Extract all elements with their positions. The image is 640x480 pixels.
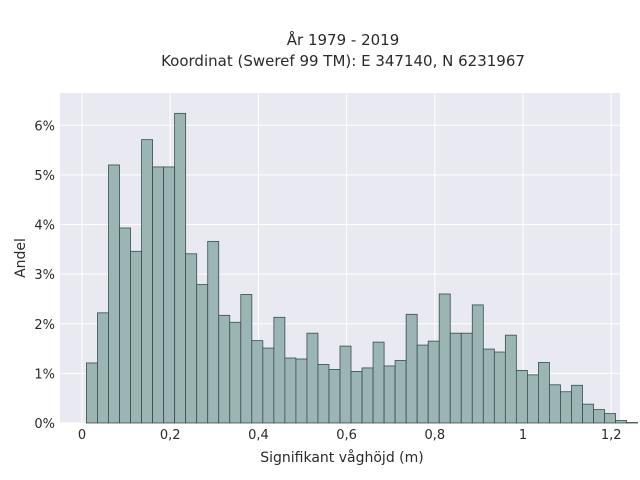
histogram-bar: [361, 367, 374, 424]
histogram-bar: [427, 340, 440, 424]
histogram-bar: [383, 365, 396, 424]
histogram-bar: [372, 341, 385, 424]
x-tick-label: 0: [78, 428, 86, 443]
histogram-bar: [229, 321, 242, 424]
y-tick-label: 0%: [34, 417, 55, 432]
histogram-bar: [97, 312, 109, 424]
histogram-bar: [141, 139, 153, 424]
histogram-bar: [284, 357, 297, 424]
histogram-bar: [471, 304, 484, 424]
histogram-bar: [262, 347, 275, 424]
histogram-bar: [593, 409, 605, 424]
histogram-bar: [538, 362, 550, 424]
histogram-bar: [306, 332, 319, 424]
y-axis-ticks: 0% 1% 2% 3% 4% 5% 6%: [34, 119, 55, 432]
histogram-bar: [438, 293, 451, 424]
histogram-bar: [317, 364, 330, 424]
histogram-bar: [240, 294, 253, 424]
histogram-bar: [515, 369, 528, 424]
histogram-bar: [571, 384, 583, 424]
histogram-bar: [174, 112, 187, 424]
histogram-bars: [86, 112, 639, 424]
histogram-bar: [460, 332, 473, 424]
x-tick-label: 0,8: [424, 428, 445, 443]
histogram-bar: [86, 362, 98, 424]
x-tick-label: 0,6: [336, 428, 357, 443]
y-tick-label: 4%: [34, 219, 55, 234]
y-axis-label: Andel: [13, 238, 29, 278]
histogram-bar: [604, 413, 616, 424]
x-axis-label: Signifikant våghöjd (m): [260, 449, 423, 466]
histogram-bar: [328, 369, 341, 424]
histogram-bar: [449, 332, 462, 424]
histogram-bar: [582, 403, 594, 424]
histogram-bar: [130, 250, 142, 424]
histogram-bar: [295, 358, 308, 424]
histogram-bar: [405, 313, 418, 424]
histogram-bar: [394, 360, 407, 424]
y-tick-label: 2%: [34, 318, 55, 333]
histogram-bar: [549, 384, 561, 424]
histogram-bar: [615, 420, 628, 424]
y-tick-label: 3%: [34, 268, 55, 283]
x-tick-label: 0,2: [160, 428, 181, 443]
histogram-bar: [152, 166, 165, 424]
chart-title: År 1979 - 2019: [287, 30, 400, 49]
histogram-bar: [251, 340, 264, 424]
x-tick-label: 1: [519, 428, 527, 443]
histogram-bar: [108, 164, 120, 424]
histogram-bar: [207, 240, 220, 424]
histogram-bar: [482, 348, 495, 424]
histogram-bar: [493, 351, 506, 424]
histogram-bar: [416, 344, 429, 424]
histogram-bar: [196, 284, 209, 424]
y-tick-label: 6%: [34, 119, 55, 134]
y-tick-label: 5%: [34, 169, 55, 184]
histogram-bar: [350, 370, 363, 424]
histogram-bar: [163, 166, 176, 424]
chart-subtitle: Koordinat (Sweref 99 TM): E 347140, N 62…: [161, 52, 525, 70]
histogram-bar: [185, 253, 198, 424]
histogram-bar: [527, 374, 539, 424]
histogram-bar: [273, 316, 286, 424]
histogram-bar: [119, 227, 131, 424]
histogram-bar: [218, 314, 231, 424]
x-axis-ticks: 0 0,2 0,4 0,6 0,8 1 1,2: [78, 428, 622, 443]
x-tick-label: 0,4: [248, 428, 269, 443]
histogram-bar: [339, 345, 352, 424]
x-tick-label: 1,2: [601, 428, 622, 443]
histogram-bar: [504, 334, 517, 424]
y-tick-label: 1%: [34, 367, 55, 382]
histogram-bar: [560, 391, 572, 424]
